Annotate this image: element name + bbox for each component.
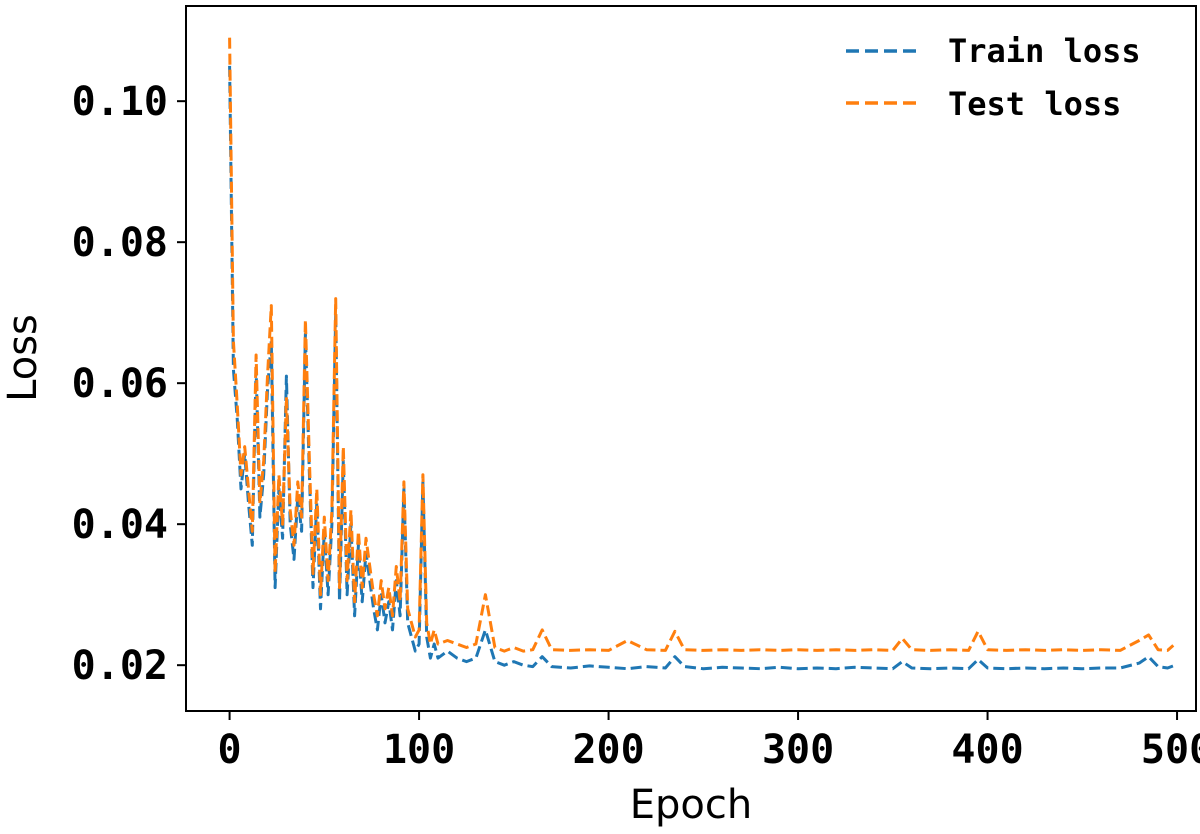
x-tick-label: 0	[218, 727, 242, 773]
x-tick-label: 500	[1141, 727, 1200, 773]
legend-label-test: Test loss	[948, 85, 1121, 123]
x-axis-ticks: 0 100 200 300 400 500	[218, 711, 1200, 773]
y-tick-label: 0.04	[72, 502, 168, 548]
series-line-test-loss	[228, 37, 1175, 653]
axes-frame	[185, 5, 1197, 712]
x-tick-label: 100	[383, 727, 455, 773]
legend: Train loss Test loss	[846, 32, 1141, 123]
series-layer	[228, 37, 1175, 671]
x-tick-label: 300	[762, 727, 834, 773]
plot-area	[185, 5, 1197, 712]
y-tick-label: 0.10	[72, 79, 168, 125]
x-tick-label: 400	[951, 727, 1023, 773]
legend-label-train: Train loss	[948, 32, 1141, 70]
y-tick-label: 0.08	[72, 220, 168, 266]
y-axis-label: Loss	[0, 314, 46, 402]
y-axis-ticks: 0.02 0.04 0.06 0.08 0.10	[72, 79, 186, 689]
series-line-train-loss	[228, 65, 1174, 671]
y-tick-label: 0.02	[72, 643, 168, 689]
x-tick-label: 200	[572, 727, 644, 773]
y-tick-label: 0.06	[72, 361, 168, 407]
x-axis-label: Epoch	[630, 782, 752, 828]
